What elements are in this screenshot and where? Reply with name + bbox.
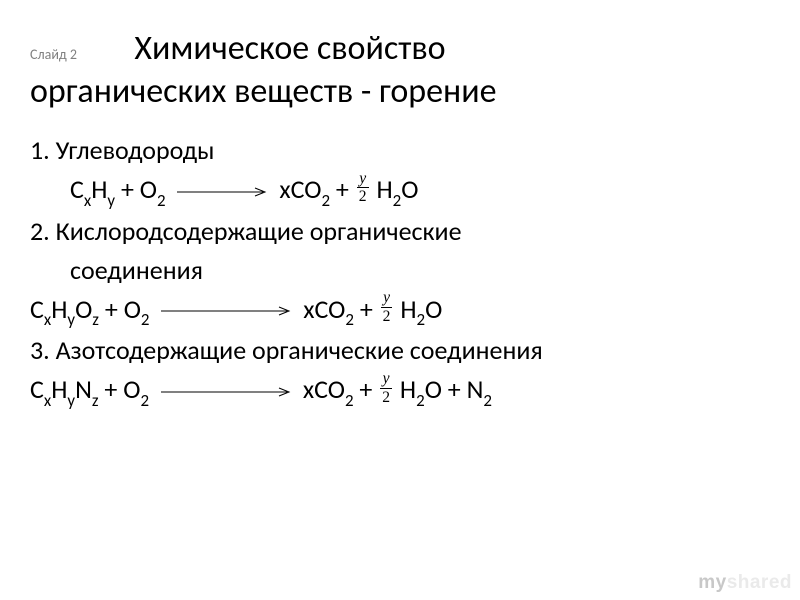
eq3-xCO: xCO xyxy=(303,373,345,405)
eq1-2a: 2 xyxy=(157,190,166,211)
eq1-plus1: + xyxy=(115,173,140,205)
title-line1: Химическое свойство xyxy=(81,28,446,69)
eq3-O2: O xyxy=(123,373,140,405)
equation-1: CxHy + O2 xCO2 + y2 H2O xyxy=(30,170,770,212)
eq2-H: H xyxy=(51,293,67,325)
arrow-icon xyxy=(161,305,291,317)
item-3-heading: 3. Азотсодержащие органические соединени… xyxy=(30,331,770,370)
eq3-2c: 2 xyxy=(416,390,425,411)
frac3-num: y xyxy=(380,371,392,389)
title-line2: органических веществ - горение xyxy=(30,71,497,112)
eq1-Ow: O xyxy=(401,173,418,205)
eq1-O: O xyxy=(140,173,157,205)
frac2-den: 2 xyxy=(381,308,393,325)
eq3-plus3: + xyxy=(442,373,467,405)
eq2-O: O xyxy=(75,293,92,325)
slide-container: Слайд 2 Химическое свойство органических… xyxy=(0,0,800,600)
equation-3: CxHyNz + O2 xCO2 + y2 H2O + N2 xyxy=(30,370,770,412)
eq2-plus2: + xyxy=(354,293,379,325)
eq2-C: C xyxy=(30,293,44,325)
title-text-1: Химическое свойство xyxy=(134,28,445,69)
eq1-2b: 2 xyxy=(321,190,330,211)
arrow-icon xyxy=(161,386,291,398)
eq2-2a: 2 xyxy=(141,309,150,330)
eq2-plus1: + xyxy=(99,293,124,325)
frac1-num: y xyxy=(357,171,369,189)
watermark: myshared xyxy=(698,572,792,594)
eq3-2b: 2 xyxy=(345,390,354,411)
body-content: 1. Углеводороды CxHy + O2 xCO2 + y2 H2O … xyxy=(30,131,770,412)
item-2-heading: 2. Кислородсодержащие органические xyxy=(30,212,770,251)
arrow-icon xyxy=(177,186,267,198)
eq1-x: x xyxy=(84,190,91,211)
watermark-shared: shared xyxy=(727,572,792,593)
eq2-Ow: O xyxy=(425,293,442,325)
eq3-H: H xyxy=(51,373,67,405)
eq1-plus2: + xyxy=(330,173,355,205)
eq1-C: C xyxy=(70,173,84,205)
eq3-H2: H xyxy=(400,373,416,405)
eq3-plus2: + xyxy=(354,373,379,405)
frac2-num: y xyxy=(381,290,393,308)
eq3-plus1: + xyxy=(99,373,124,405)
eq3-N: N xyxy=(75,373,92,405)
frac1-den: 2 xyxy=(357,188,369,205)
eq2-y: y xyxy=(67,309,75,330)
eq3-2a: 2 xyxy=(140,390,149,411)
eq1-H: H xyxy=(91,173,107,205)
frac3-den: 2 xyxy=(380,389,392,406)
eq3-2d: 2 xyxy=(483,390,492,411)
item-2-heading-cont: соединения xyxy=(30,251,770,290)
eq2-2b: 2 xyxy=(345,309,354,330)
fraction-2: y2 xyxy=(381,290,393,324)
eq2-O2: O xyxy=(124,293,141,325)
eq3-C: C xyxy=(30,373,44,405)
watermark-my: my xyxy=(698,572,726,593)
eq1-y: y xyxy=(107,190,115,211)
eq2-x: x xyxy=(44,309,51,330)
title-block: Слайд 2 Химическое свойство органических… xyxy=(30,28,770,113)
eq3-Ow: O xyxy=(425,373,442,405)
fraction-1: y2 xyxy=(357,171,369,205)
fraction-3: y2 xyxy=(380,371,392,405)
eq1-xCO: xCO xyxy=(279,173,321,205)
slide-number-label: Слайд 2 xyxy=(30,46,77,63)
eq3-z: z xyxy=(92,390,99,411)
eq1-H2: H xyxy=(376,173,392,205)
equation-2: CxHyOz + O2 xCO2 + y2 H2O xyxy=(30,290,770,332)
eq3-y: y xyxy=(67,390,75,411)
eq1-2c: 2 xyxy=(393,190,402,211)
eq3-x: x xyxy=(44,390,51,411)
eq3-N2: N xyxy=(467,373,484,405)
item-1-heading: 1. Углеводороды xyxy=(30,131,770,170)
eq2-z: z xyxy=(92,309,99,330)
eq2-2c: 2 xyxy=(417,309,426,330)
eq2-H2: H xyxy=(400,293,416,325)
eq2-xCO: xCO xyxy=(303,293,345,325)
